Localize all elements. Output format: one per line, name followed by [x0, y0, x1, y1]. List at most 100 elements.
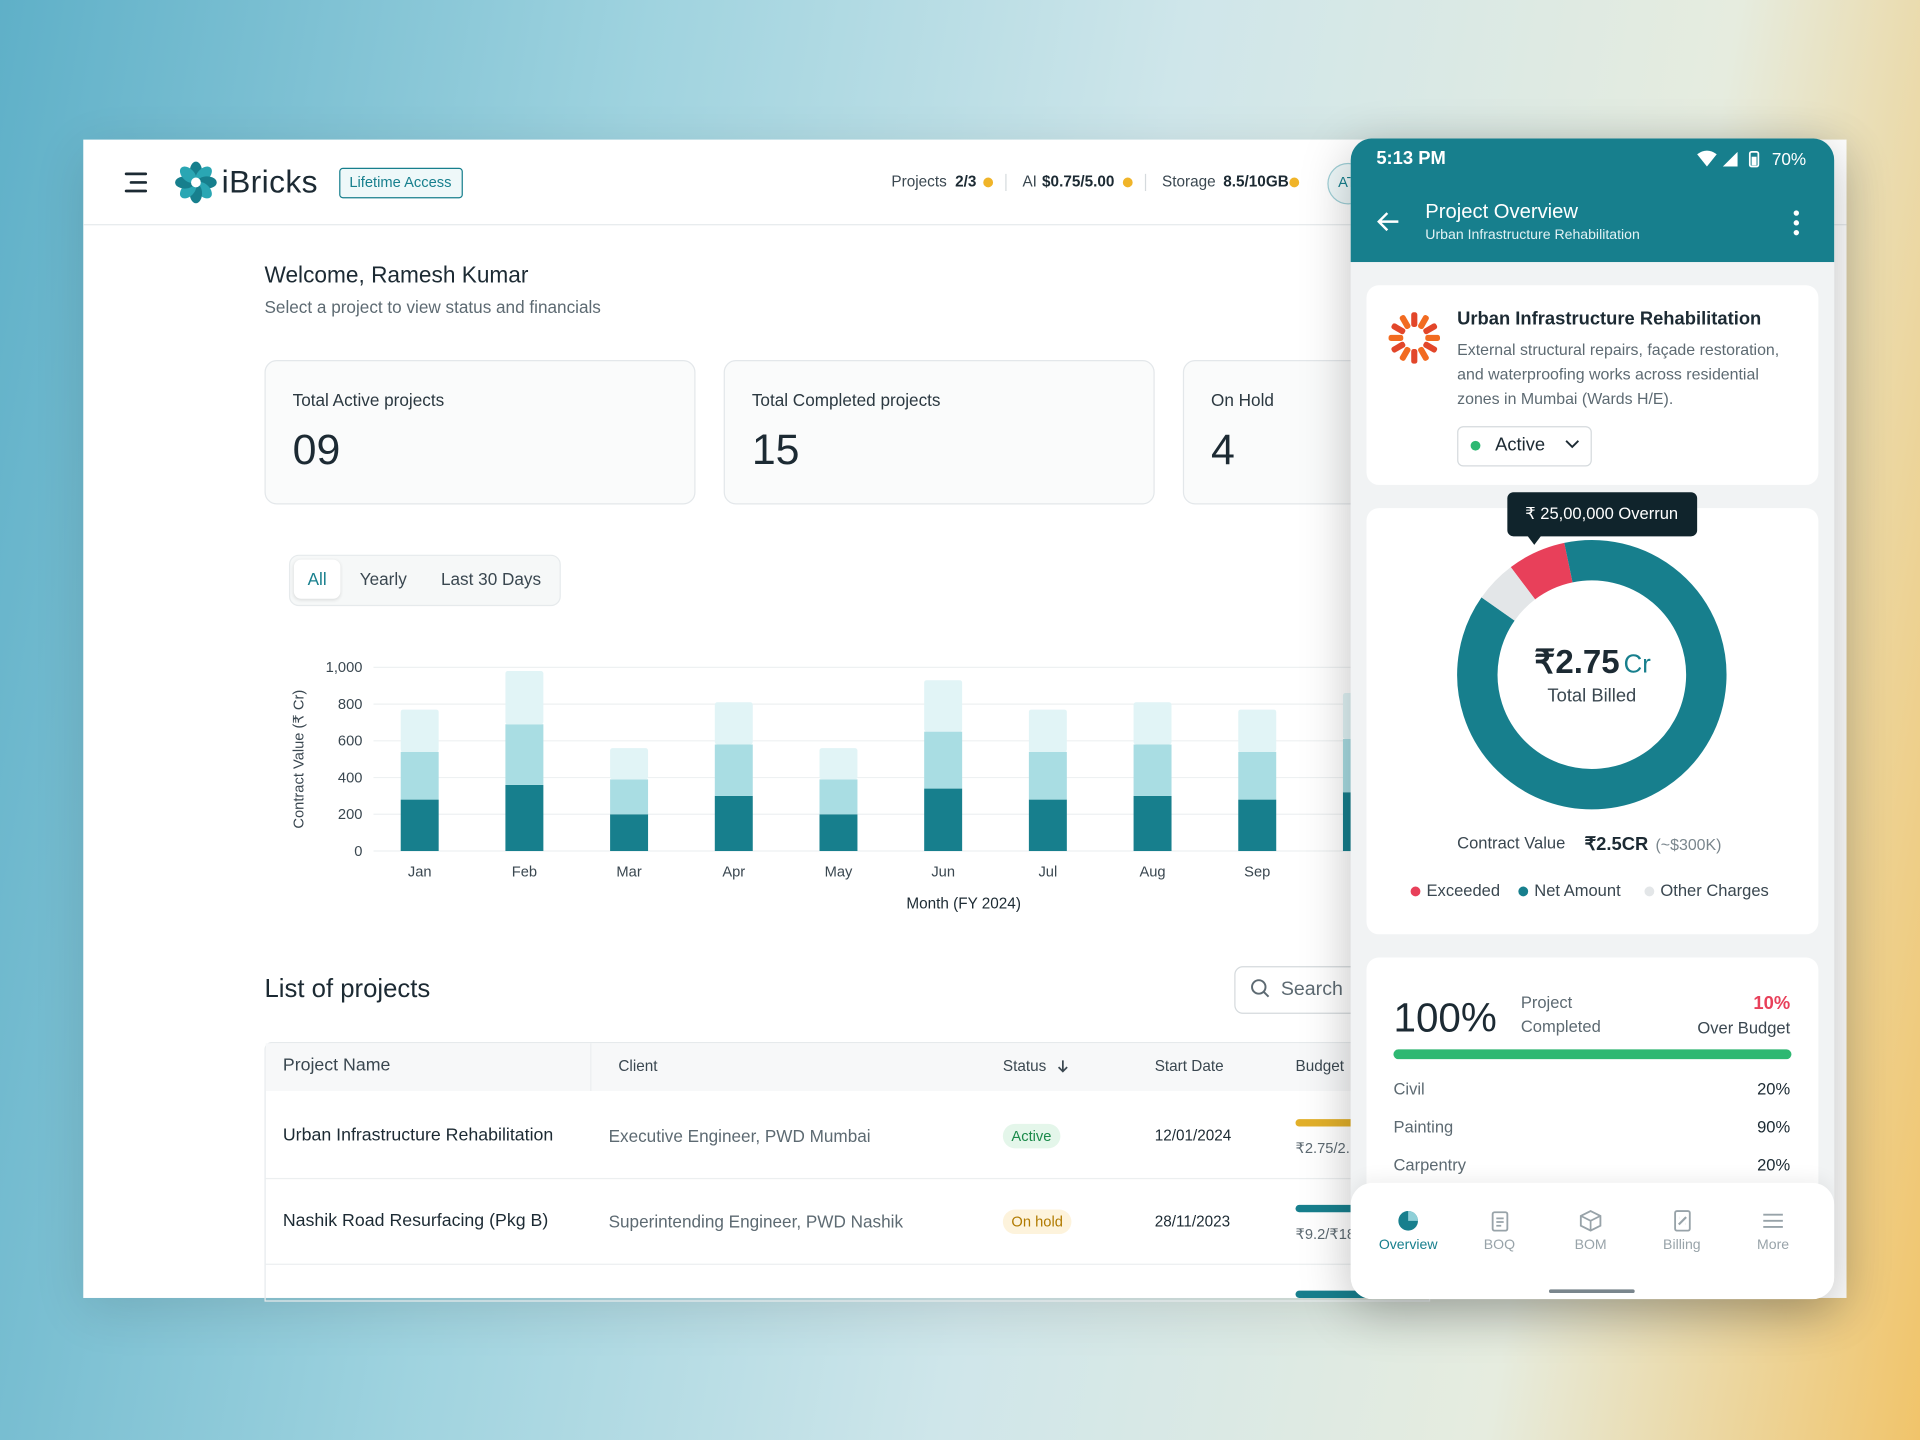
sort-icon-part — [1057, 1060, 1068, 1073]
bottom-nav — [1350, 1182, 1835, 1300]
x-tick-label: Jan — [408, 865, 432, 881]
contract-note: (~$300K) — [1655, 835, 1722, 854]
project-name[interactable]: Nashik Road Resurfacing (Pkg B) — [282, 1211, 549, 1231]
nav-icon-part — [1408, 1211, 1418, 1221]
bar-segment — [924, 731, 963, 789]
sort-icon — [1057, 1060, 1068, 1073]
bar-segment — [819, 779, 858, 815]
search-placeholder: Search — [1280, 978, 1343, 1000]
budget-bar — [1295, 1119, 1369, 1127]
nav-label[interactable]: BOQ — [1483, 1238, 1516, 1253]
nav-label[interactable]: More — [1757, 1238, 1790, 1253]
header-cell-divider — [590, 1043, 592, 1092]
start-date: 12/01/2024 — [1154, 1127, 1232, 1145]
nav-icon — [1491, 1211, 1508, 1232]
badge-text: Lifetime Access — [349, 173, 452, 191]
project-title: Urban Infrastructure Rehabilitation — [1457, 308, 1762, 330]
start-date: 28/11/2023 — [1154, 1212, 1231, 1230]
summary-label: On Hold — [1211, 390, 1274, 410]
filter-option[interactable]: Last 30 Days — [440, 568, 542, 589]
filter-option[interactable]: All — [307, 568, 327, 589]
nav-label[interactable]: BOM — [1574, 1238, 1607, 1253]
nav-icon — [1579, 1209, 1602, 1232]
project-name[interactable]: Urban Infrastructure Rehabilitation — [282, 1125, 554, 1146]
client: Executive Engineer, PWD Mumbai — [608, 1126, 871, 1146]
x-tick-label: Apr — [722, 865, 745, 881]
project-logo-part — [1418, 346, 1429, 361]
filter-selected[interactable] — [293, 559, 341, 599]
search-icon — [1251, 979, 1270, 998]
x-tick-label: Jun — [931, 865, 955, 881]
donut-center-unit: Cr — [1623, 650, 1651, 679]
trade-name: Civil — [1393, 1079, 1425, 1099]
summary-card — [264, 360, 696, 505]
x-tick-label: May — [825, 865, 853, 881]
bar-segment — [1133, 702, 1172, 745]
column-header: Client — [618, 1057, 658, 1075]
donut-segment — [1481, 567, 1536, 622]
project-logo — [1388, 312, 1440, 364]
trade-name: Carpentry — [1393, 1155, 1467, 1175]
legend-swatch — [1410, 886, 1421, 897]
brand-logo-part — [191, 177, 201, 188]
over-budget-label: Over Budget — [1697, 1018, 1791, 1038]
bar-segment — [924, 680, 963, 732]
project-description: External structural repairs, façade rest… — [1457, 340, 1780, 408]
filter-option[interactable]: Yearly — [359, 568, 407, 589]
bar-segment — [819, 814, 858, 852]
donut-chart — [1457, 540, 1727, 810]
column-header[interactable]: Status — [1002, 1057, 1047, 1075]
menu-icon — [124, 172, 148, 193]
status-icons — [1697, 150, 1760, 168]
nav-icon-part — [1763, 1213, 1783, 1228]
y-tick-label: 0 — [354, 844, 362, 860]
x-axis-title: Month (FY 2024) — [906, 896, 1021, 913]
overflow-menu-part — [1793, 220, 1800, 226]
y-tick-label: 1,000 — [326, 660, 363, 676]
legend-swatch — [1644, 886, 1655, 897]
stat-value: $0.75/5.00 — [1042, 173, 1115, 191]
donut-segment — [1457, 540, 1727, 810]
client: Superintending Engineer, PWD Nashik — [608, 1211, 904, 1232]
stat-dot — [1122, 177, 1133, 188]
menu-icon-part — [124, 172, 148, 193]
nav-label[interactable]: Overview — [1378, 1238, 1438, 1253]
nav-label[interactable]: Billing — [1663, 1238, 1701, 1253]
bar-segment — [1133, 744, 1172, 796]
x-tick-label: Jul — [1038, 865, 1057, 881]
stat-dot — [1289, 177, 1300, 188]
home-indicator — [1548, 1289, 1635, 1294]
column-header: Budget — [1295, 1057, 1345, 1075]
summary-value: 4 — [1211, 426, 1235, 474]
tooltip-pointer-part — [1526, 535, 1542, 545]
projects-title: List of projects — [264, 975, 431, 1004]
donut-center-label: Total Billed — [1547, 685, 1637, 707]
welcome-subtitle: Select a project to view status and fina… — [264, 297, 601, 317]
summary-label: Total Completed projects — [751, 390, 941, 410]
over-budget-value: 10% — [1753, 993, 1791, 1014]
legend-label: Net Amount — [1534, 881, 1621, 900]
search-icon-part — [1262, 991, 1270, 998]
screen-subtitle: Urban Infrastructure Rehabilitation — [1425, 227, 1640, 243]
bar-segment — [610, 814, 649, 852]
overflow-menu-part — [1793, 210, 1800, 216]
bar-segment — [924, 788, 963, 852]
budget-text: ₹9.2/₹18 — [1295, 1225, 1356, 1243]
project-logo-part — [1399, 315, 1411, 330]
tooltip-text: ₹ 25,00,000 Overrun — [1525, 504, 1679, 523]
completion-label: Project Completed — [1520, 993, 1601, 1036]
trade-value: 20% — [1757, 1079, 1791, 1099]
x-tick-label: Aug — [1139, 865, 1165, 881]
bar-segment — [505, 724, 544, 785]
status-pill: Active — [1002, 1123, 1061, 1149]
dropdown-chevron — [1565, 440, 1580, 449]
y-tick-label: 800 — [338, 697, 363, 713]
nav-icon-part — [1495, 1217, 1504, 1227]
status-value[interactable]: Active — [1495, 434, 1546, 456]
contract-label: Contract Value — [1457, 833, 1566, 853]
bar-segment — [505, 784, 544, 852]
bar-segment — [1028, 709, 1067, 752]
brand-logo-part — [179, 166, 197, 183]
